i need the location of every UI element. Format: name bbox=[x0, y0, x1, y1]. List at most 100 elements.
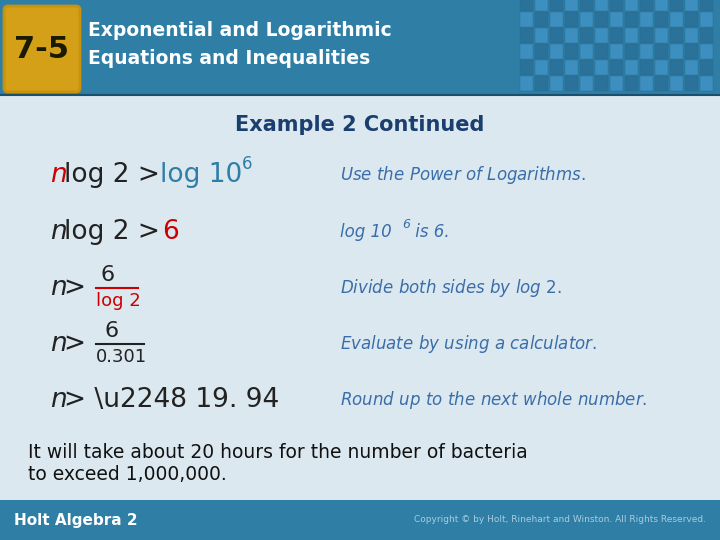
Bar bbox=[700, 44, 713, 59]
Bar bbox=[625, 60, 638, 75]
Text: $\mathit{n}$: $\mathit{n}$ bbox=[50, 219, 67, 245]
Text: $\mathit{Divide\ both\ sides\ by\ log\ 2.}$: $\mathit{Divide\ both\ sides\ by\ log\ 2… bbox=[340, 277, 562, 299]
Bar bbox=[685, 28, 698, 43]
Bar bbox=[685, 12, 698, 27]
Bar bbox=[520, 0, 533, 11]
Bar bbox=[565, 28, 578, 43]
Bar bbox=[685, 60, 698, 75]
Text: > \u2248 19. 94: > \u2248 19. 94 bbox=[64, 387, 279, 413]
Bar bbox=[520, 28, 533, 43]
Bar bbox=[565, 76, 578, 91]
Bar bbox=[565, 44, 578, 59]
Bar bbox=[610, 44, 623, 59]
Bar bbox=[595, 28, 608, 43]
Bar bbox=[550, 0, 563, 11]
Bar bbox=[700, 0, 713, 11]
Bar bbox=[625, 44, 638, 59]
Text: 0.301: 0.301 bbox=[96, 348, 147, 366]
Bar bbox=[640, 60, 653, 75]
Bar bbox=[580, 44, 593, 59]
FancyBboxPatch shape bbox=[4, 6, 80, 92]
Bar bbox=[640, 0, 653, 11]
Text: 6: 6 bbox=[402, 219, 410, 232]
Bar bbox=[700, 28, 713, 43]
Text: log 2 >: log 2 > bbox=[64, 219, 168, 245]
Bar bbox=[640, 12, 653, 27]
Text: It will take about 20 hours for the number of bacteria: It will take about 20 hours for the numb… bbox=[28, 442, 528, 462]
Bar bbox=[565, 0, 578, 11]
Bar bbox=[625, 76, 638, 91]
Bar bbox=[580, 60, 593, 75]
Bar bbox=[610, 12, 623, 27]
Text: log 10: log 10 bbox=[160, 162, 242, 188]
Bar bbox=[550, 76, 563, 91]
Bar bbox=[625, 28, 638, 43]
Text: 6: 6 bbox=[162, 219, 179, 245]
Text: >: > bbox=[64, 331, 94, 357]
Text: $\mathit{Round\ up\ to\ the\ next\ whole\ number.}$: $\mathit{Round\ up\ to\ the\ next\ whole… bbox=[340, 389, 647, 411]
Text: to exceed 1,000,000.: to exceed 1,000,000. bbox=[28, 464, 227, 483]
Bar bbox=[685, 44, 698, 59]
Bar bbox=[655, 28, 668, 43]
Text: 7-5: 7-5 bbox=[14, 35, 70, 64]
Bar bbox=[670, 12, 683, 27]
Bar bbox=[670, 28, 683, 43]
Text: log 10: log 10 bbox=[340, 223, 392, 241]
Text: Copyright © by Holt, Rinehart and Winston. All Rights Reserved.: Copyright © by Holt, Rinehart and Winsto… bbox=[414, 516, 706, 524]
Bar bbox=[595, 44, 608, 59]
Bar bbox=[520, 12, 533, 27]
Bar bbox=[655, 12, 668, 27]
Bar bbox=[580, 0, 593, 11]
Bar bbox=[700, 60, 713, 75]
Bar bbox=[700, 12, 713, 27]
Bar bbox=[550, 12, 563, 27]
Text: log 2 >: log 2 > bbox=[64, 162, 168, 188]
Bar bbox=[520, 44, 533, 59]
Bar bbox=[670, 76, 683, 91]
Bar bbox=[565, 60, 578, 75]
Text: Equations and Inequalities: Equations and Inequalities bbox=[88, 49, 370, 68]
Text: $\mathit{Use\ the\ Power\ of\ Logarithms.}$: $\mathit{Use\ the\ Power\ of\ Logarithms… bbox=[340, 164, 586, 186]
Bar bbox=[640, 28, 653, 43]
Bar bbox=[520, 60, 533, 75]
Bar bbox=[535, 0, 548, 11]
Text: $\mathit{n}$: $\mathit{n}$ bbox=[50, 162, 67, 188]
Bar bbox=[595, 60, 608, 75]
Text: 6: 6 bbox=[104, 321, 118, 341]
Bar bbox=[670, 0, 683, 11]
Bar bbox=[535, 28, 548, 43]
Bar bbox=[535, 44, 548, 59]
Bar bbox=[655, 60, 668, 75]
Bar bbox=[580, 28, 593, 43]
Bar bbox=[580, 76, 593, 91]
Bar bbox=[0, 500, 720, 540]
Text: Example 2 Continued: Example 2 Continued bbox=[235, 115, 485, 135]
Bar bbox=[535, 76, 548, 91]
Bar bbox=[655, 76, 668, 91]
Bar bbox=[595, 12, 608, 27]
Text: >: > bbox=[64, 275, 94, 301]
Text: 6: 6 bbox=[242, 155, 253, 173]
Text: $\mathit{n}$: $\mathit{n}$ bbox=[50, 331, 67, 357]
Bar bbox=[610, 60, 623, 75]
Bar bbox=[670, 44, 683, 59]
Text: is 6.: is 6. bbox=[410, 223, 449, 241]
Bar bbox=[550, 28, 563, 43]
Bar bbox=[535, 12, 548, 27]
Bar bbox=[610, 0, 623, 11]
Bar bbox=[550, 60, 563, 75]
Bar bbox=[640, 76, 653, 91]
Bar bbox=[610, 76, 623, 91]
Text: $\mathit{n}$: $\mathit{n}$ bbox=[50, 387, 67, 413]
Bar bbox=[580, 12, 593, 27]
Text: Exponential and Logarithmic: Exponential and Logarithmic bbox=[88, 21, 392, 39]
Bar bbox=[625, 0, 638, 11]
Bar bbox=[625, 12, 638, 27]
Text: $\mathit{Evaluate\ by\ using\ a\ calculator.}$: $\mathit{Evaluate\ by\ using\ a\ calcula… bbox=[340, 333, 597, 355]
Bar bbox=[550, 44, 563, 59]
Bar bbox=[535, 60, 548, 75]
Text: 6: 6 bbox=[100, 265, 114, 285]
Bar bbox=[655, 44, 668, 59]
Text: $\mathit{n}$: $\mathit{n}$ bbox=[50, 275, 67, 301]
Text: Holt Algebra 2: Holt Algebra 2 bbox=[14, 512, 138, 528]
